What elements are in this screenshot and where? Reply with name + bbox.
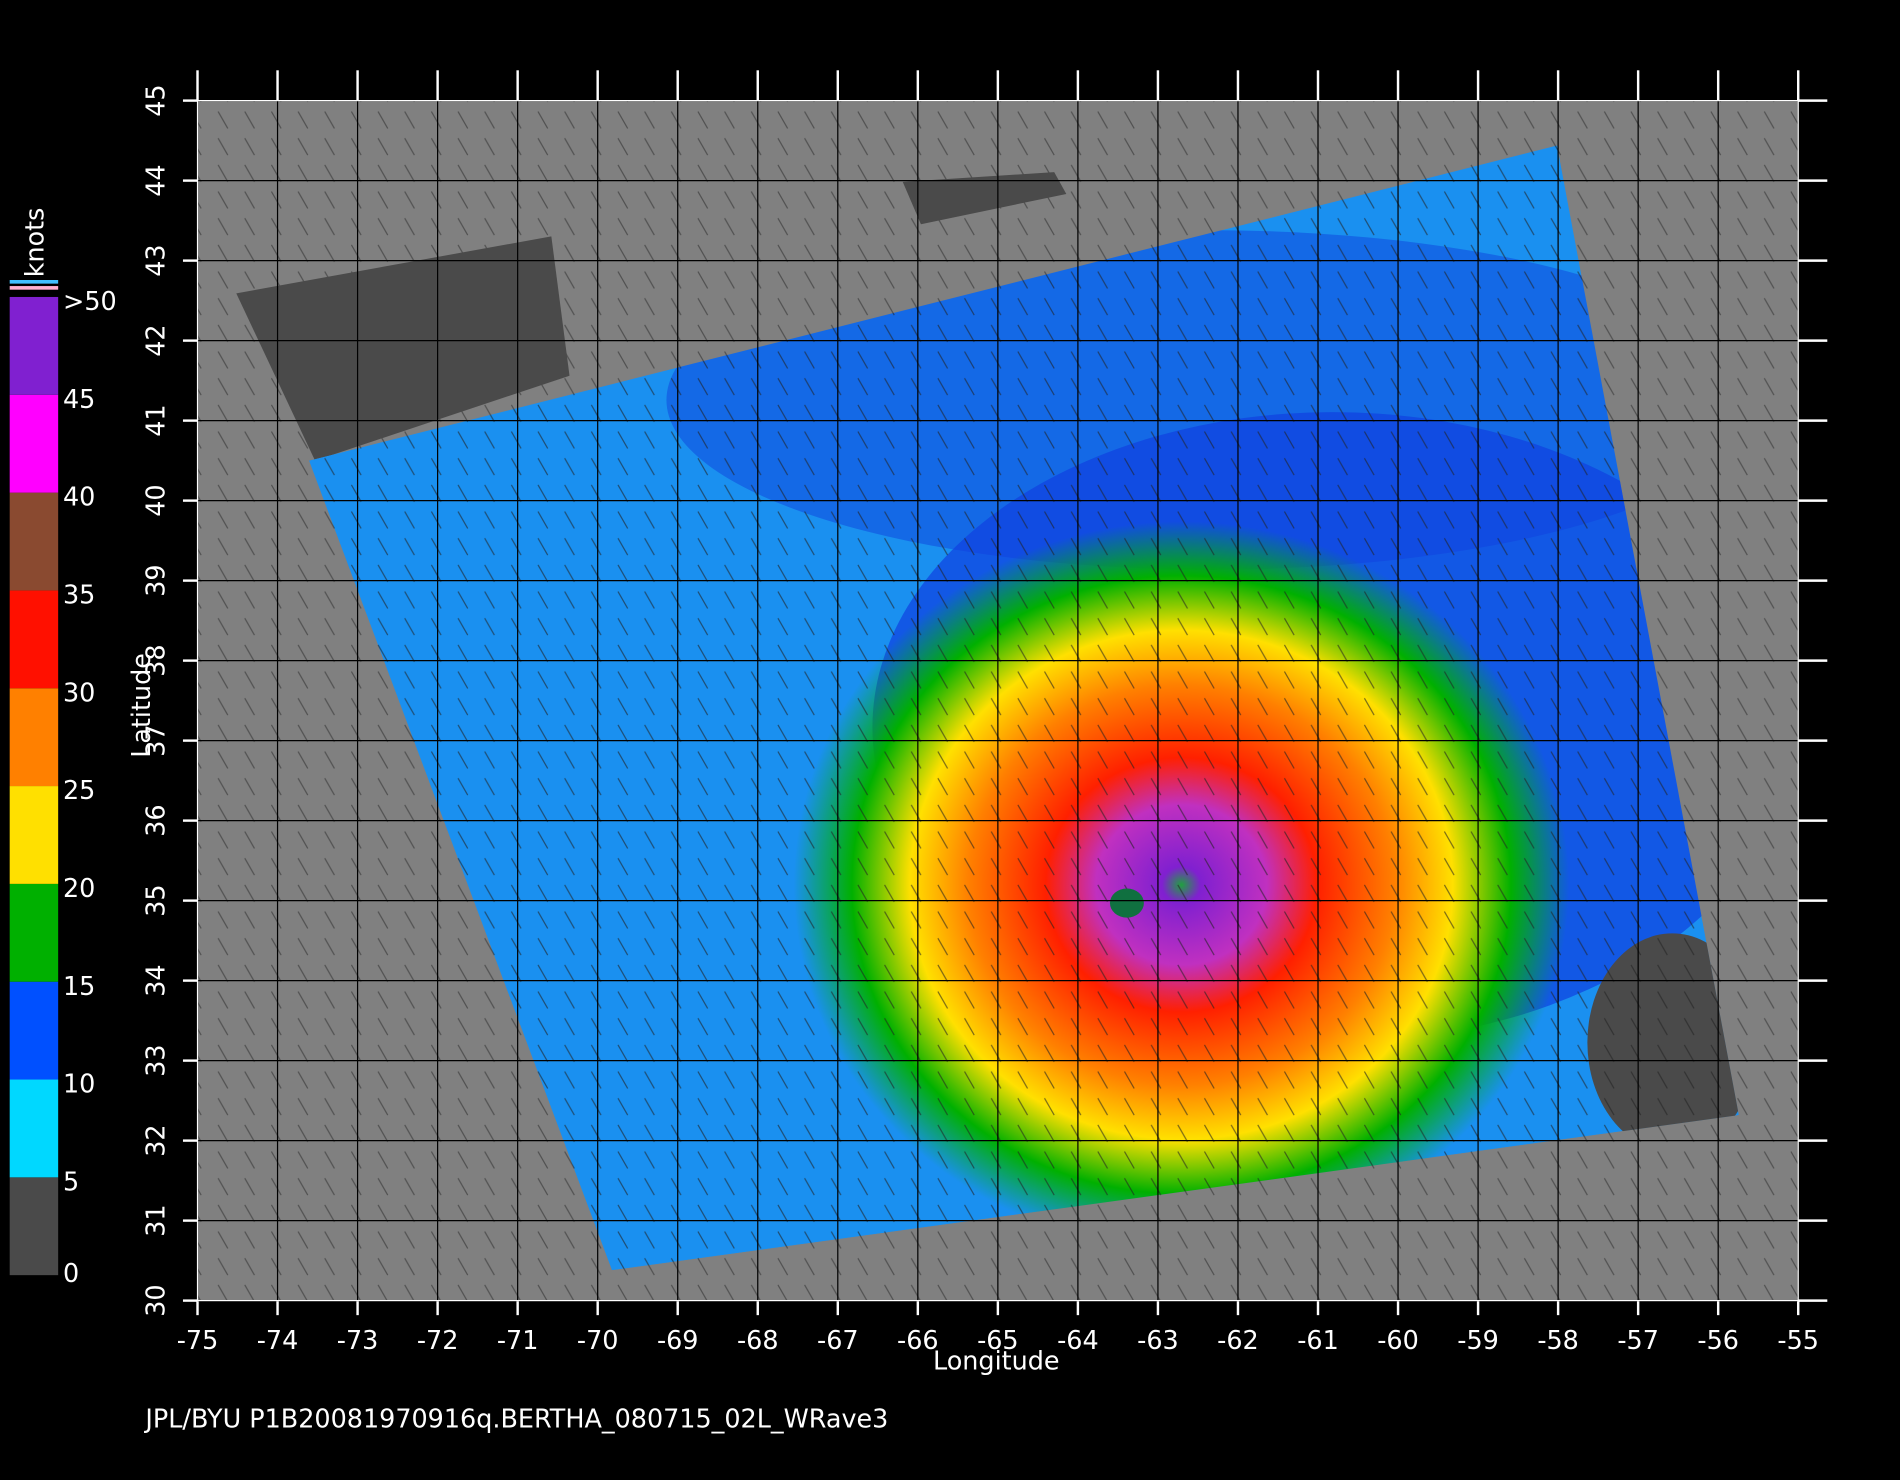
colorbar-label: knots bbox=[20, 208, 50, 278]
eye bbox=[1109, 888, 1144, 918]
x-tick-label: -60 bbox=[1377, 1326, 1419, 1356]
x-tick-label: -68 bbox=[737, 1326, 779, 1356]
y-tick-label: 36 bbox=[142, 804, 172, 836]
colorbar-segment bbox=[9, 590, 59, 689]
colorbar-segment bbox=[9, 883, 59, 982]
x-tick-label: -55 bbox=[1777, 1326, 1819, 1356]
colorbar-tick-label: 5 bbox=[63, 1167, 79, 1197]
colorbar-segment bbox=[9, 1079, 59, 1178]
x-tick-label: -65 bbox=[977, 1326, 1019, 1356]
y-tick-label: 33 bbox=[142, 1044, 172, 1076]
y-tick-label: 31 bbox=[142, 1204, 172, 1236]
colorbar-tick-label: 35 bbox=[63, 580, 95, 610]
y-tick-label: 35 bbox=[142, 884, 172, 916]
x-tick-label: -67 bbox=[817, 1326, 859, 1356]
x-tick-label: -63 bbox=[1137, 1326, 1179, 1356]
colorbar-segment bbox=[9, 981, 59, 1080]
colorbar-tick-label: 15 bbox=[63, 972, 95, 1002]
y-tick-label: 34 bbox=[142, 964, 172, 996]
y-tick-label: 43 bbox=[142, 244, 172, 276]
y-tick-label: 37 bbox=[142, 724, 172, 756]
x-tick-label: -72 bbox=[417, 1326, 459, 1356]
x-tick-label: -57 bbox=[1617, 1326, 1659, 1356]
y-tick-label: 30 bbox=[142, 1284, 172, 1316]
y-tick-label: 42 bbox=[142, 324, 172, 356]
colorbar-segment bbox=[9, 296, 59, 395]
x-tick-label: -74 bbox=[257, 1326, 299, 1356]
colorbar-cap bbox=[9, 280, 59, 284]
y-tick-label: 39 bbox=[142, 564, 172, 596]
y-axis-label: Latitude bbox=[127, 653, 157, 758]
x-tick-label: -69 bbox=[657, 1326, 699, 1356]
y-tick-label: 40 bbox=[142, 484, 172, 516]
x-tick-label: -58 bbox=[1537, 1326, 1579, 1356]
x-tick-label: -64 bbox=[1057, 1326, 1099, 1356]
footer: JPL/BYU P1B20081970916q.BERTHA_080715_02… bbox=[143, 1405, 888, 1435]
x-tick-label: -70 bbox=[577, 1326, 619, 1356]
x-tick-label: -66 bbox=[897, 1326, 939, 1356]
colorbar-segment bbox=[9, 492, 59, 591]
x-tick-label: -73 bbox=[337, 1326, 379, 1356]
x-tick-label: -61 bbox=[1297, 1326, 1339, 1356]
colorbar-segment bbox=[9, 786, 59, 884]
colorbar-segment bbox=[9, 394, 59, 493]
colorbar-tick-label: 40 bbox=[63, 483, 95, 513]
colorbar-tick-label: 25 bbox=[63, 776, 95, 806]
y-tick-label: 44 bbox=[142, 164, 172, 196]
colorbar-tick-label: 20 bbox=[63, 874, 95, 904]
colorbar-tick-label: 0 bbox=[63, 1259, 79, 1289]
y-tick-label: 45 bbox=[142, 84, 172, 116]
colorbar-tick-label: 10 bbox=[63, 1070, 95, 1100]
x-tick-label: -62 bbox=[1217, 1326, 1259, 1356]
x-tick-label: -75 bbox=[177, 1326, 219, 1356]
land-mask bbox=[902, 172, 1067, 225]
plot-frame bbox=[196, 100, 1799, 1302]
y-tick-label: 41 bbox=[142, 404, 172, 436]
axes: -75 -74 -73 -72 -71 -70 -69 -68 -67 -66 -65 -64 -63 -… bbox=[9, 70, 1828, 1356]
y-tick-label: 32 bbox=[142, 1124, 172, 1156]
colorbar-tick-label: 30 bbox=[63, 678, 95, 708]
colorbar-tick-label: >50 bbox=[63, 287, 117, 317]
land-mask bbox=[236, 236, 570, 461]
x-tick-label: -71 bbox=[497, 1326, 539, 1356]
x-tick-label: -59 bbox=[1457, 1326, 1499, 1356]
colorbar-segment bbox=[9, 688, 59, 787]
colorbar-segment bbox=[9, 1177, 59, 1276]
x-axis-label: Longitude bbox=[933, 1346, 1060, 1376]
colorbar-cap bbox=[9, 286, 59, 290]
colorbar-tick-label: 45 bbox=[63, 385, 95, 415]
y-tick-label: 38 bbox=[142, 644, 172, 676]
x-tick-label: -56 bbox=[1697, 1326, 1739, 1356]
